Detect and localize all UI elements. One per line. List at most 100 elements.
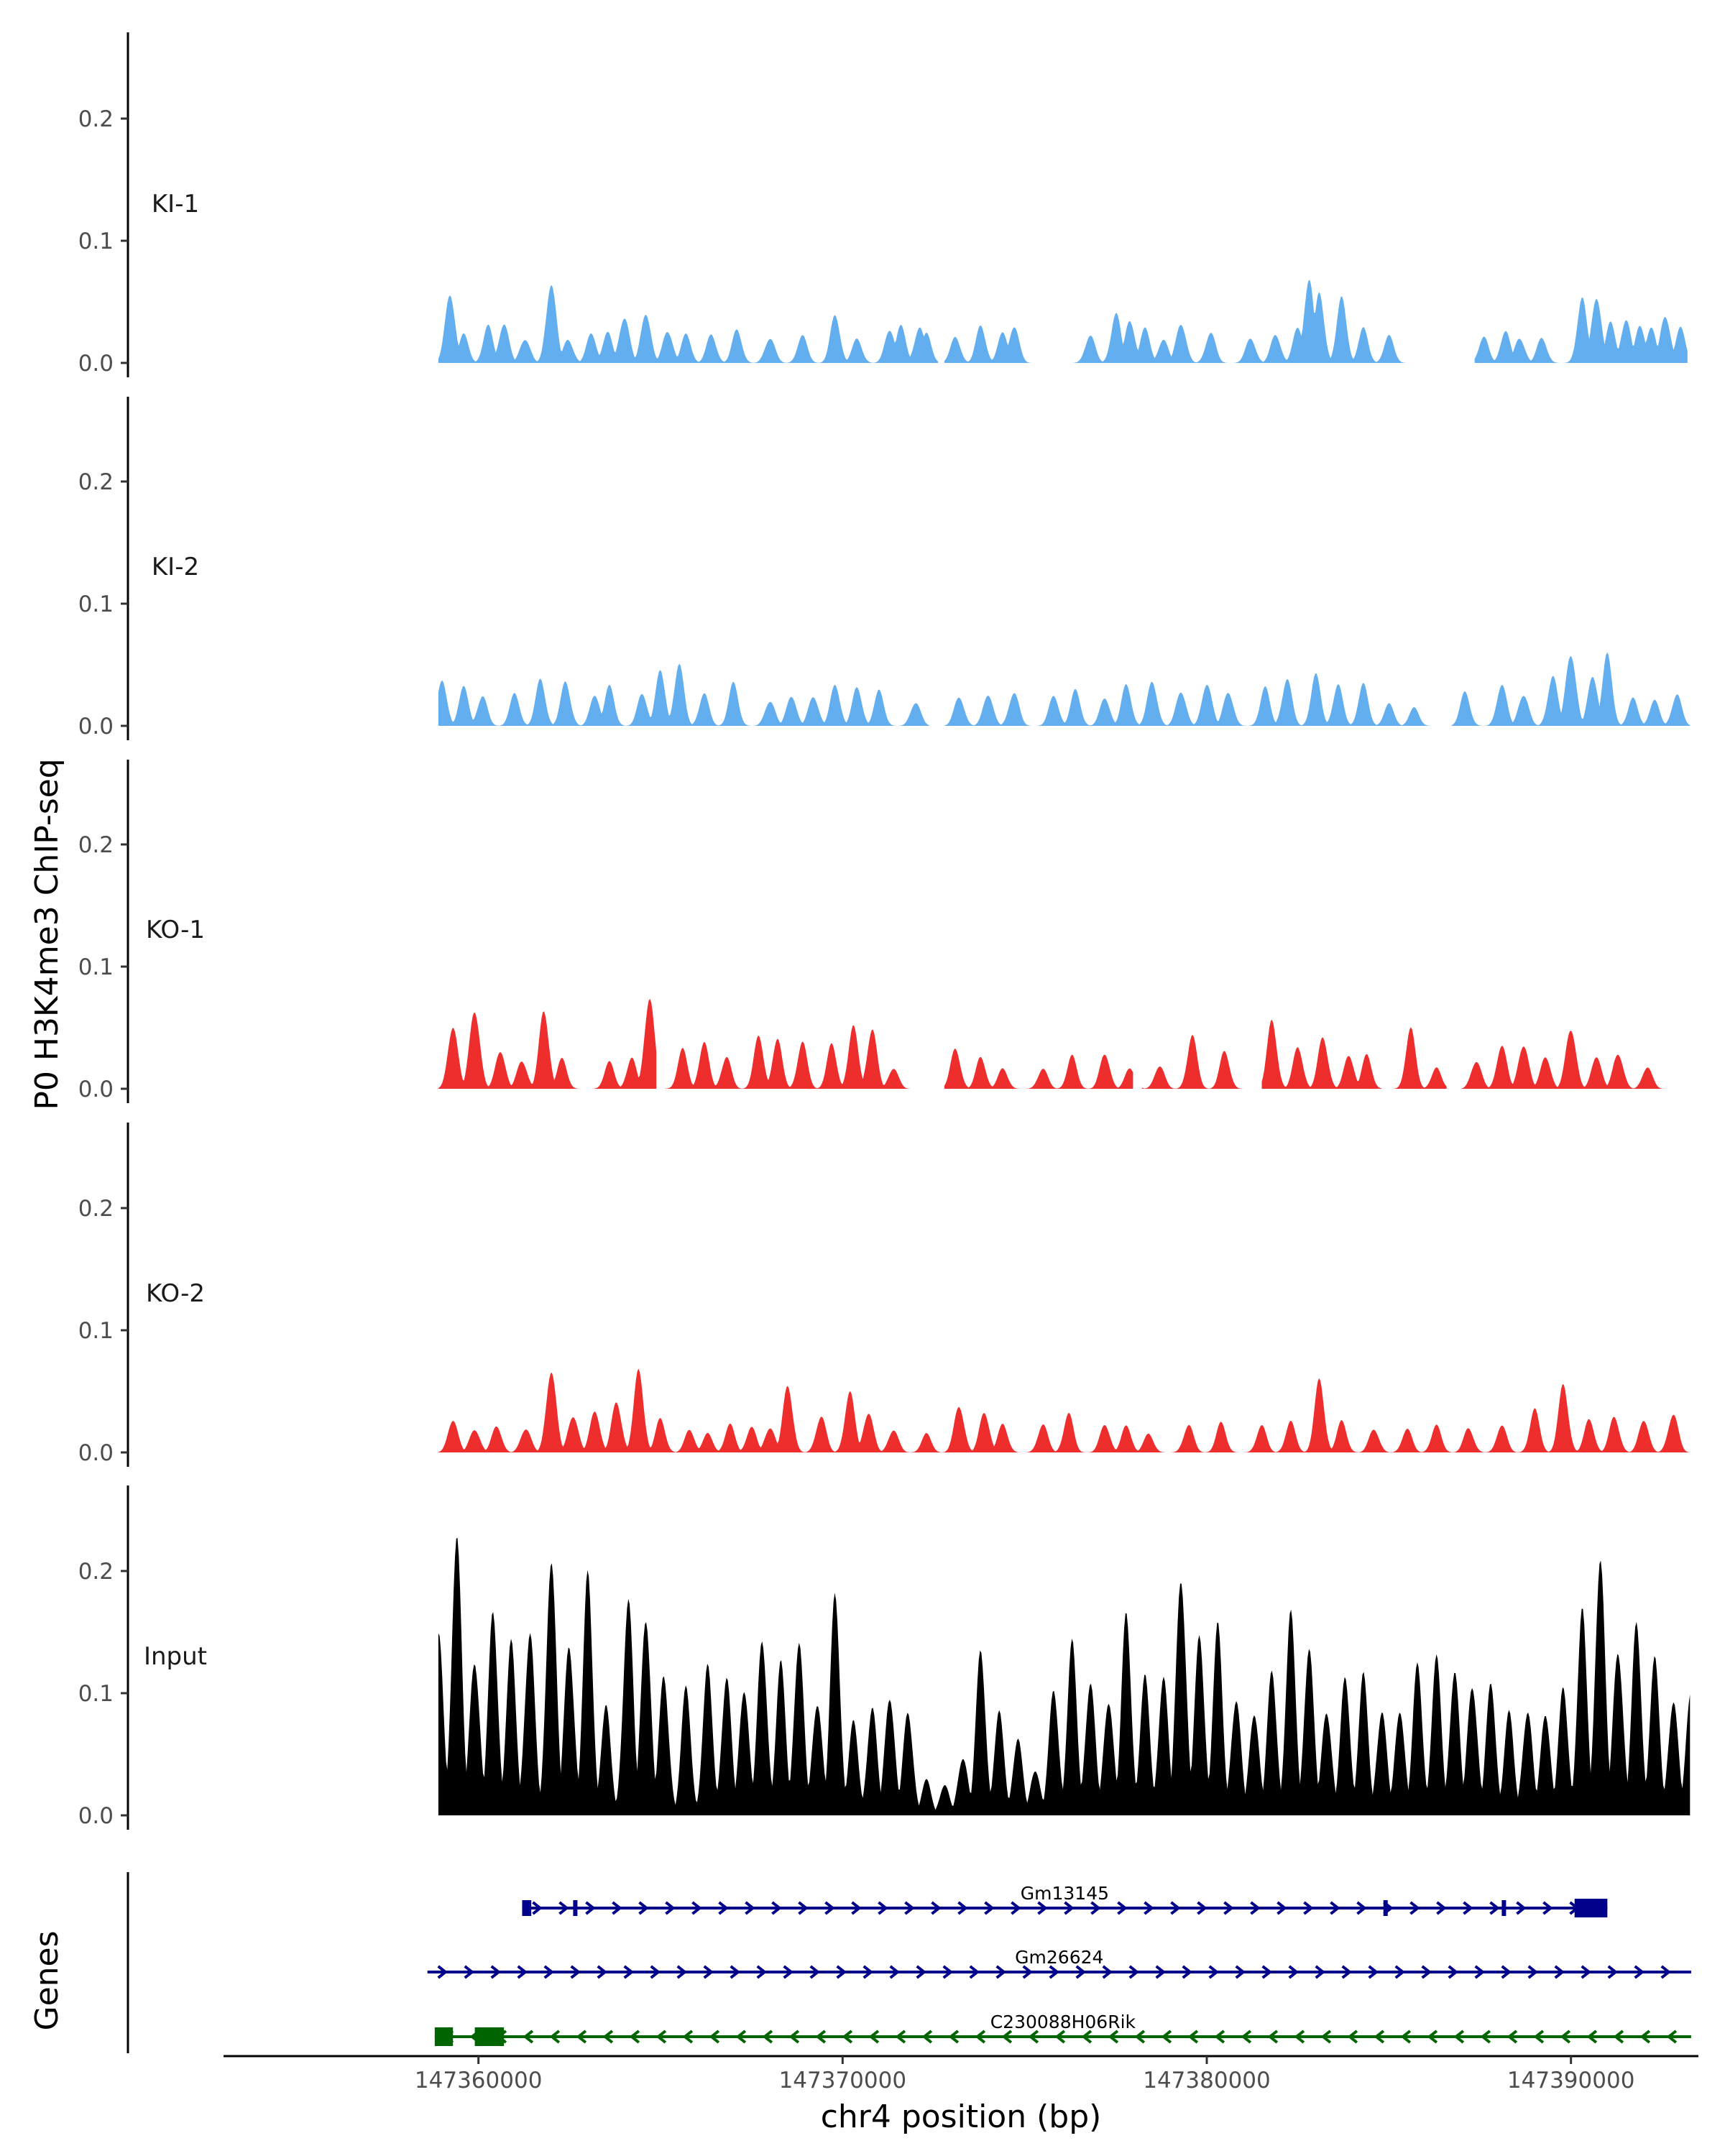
gene-exon [474, 2027, 505, 2046]
strand-arrow-icon [1170, 1901, 1181, 1915]
strand-arrow-icon [1480, 2030, 1491, 2044]
y-tick-label: 0.0 [78, 714, 114, 740]
strand-arrow-icon [1054, 2030, 1066, 2044]
strand-arrow-icon [1453, 2030, 1465, 2044]
strand-arrow-icon [783, 1965, 794, 1979]
signal-area-ki-2 [1451, 652, 1690, 726]
strand-arrow-icon [1144, 1901, 1154, 1915]
strand-arrow-icon [1448, 1965, 1458, 1979]
strand-arrow-icon [1320, 2030, 1332, 2044]
strand-arrow-icon [597, 1965, 607, 1979]
y-tick-label: 0.1 [78, 1318, 114, 1344]
strand-arrow-icon [629, 2030, 640, 2044]
strand-arrow-icon [1090, 1901, 1101, 1915]
strand-arrow-icon [576, 2030, 587, 2044]
strand-arrow-icon [1501, 1965, 1512, 1979]
strand-arrow-icon [756, 1965, 767, 1979]
strand-arrow-icon [1182, 1965, 1192, 1979]
strand-arrow-icon [1075, 1965, 1086, 1979]
gene-label: C230088H06Rik [990, 2012, 1136, 2032]
strand-arrow-icon [931, 1901, 942, 1915]
gene-exon [1383, 1900, 1388, 1916]
track-label: KI-2 [152, 553, 199, 581]
strand-arrow-icon [1064, 1901, 1075, 1915]
strand-arrow-icon [842, 2030, 853, 2044]
strand-arrow-icon [1028, 2030, 1039, 2044]
strand-arrow-icon [1436, 1901, 1447, 1915]
strand-arrow-icon [1155, 1965, 1166, 1979]
strand-arrow-icon [1347, 2030, 1358, 2044]
strand-arrow-icon [623, 1965, 634, 1979]
strand-arrow-icon [464, 1965, 474, 1979]
strand-arrow-icon [1315, 1965, 1325, 1979]
strand-arrow-icon [1586, 2030, 1598, 2044]
strand-arrow-icon [798, 1901, 809, 1915]
strand-arrow-icon [942, 1965, 953, 1979]
y-tick-label: 0.1 [78, 954, 114, 980]
strand-arrow-icon [558, 1901, 569, 1915]
strand-arrow-icon [1117, 1901, 1128, 1915]
strand-arrow-icon [1134, 2030, 1146, 2044]
strand-arrow-icon [851, 1901, 862, 1915]
strand-arrow-icon [862, 1965, 873, 1979]
strand-arrow-icon [1330, 1901, 1340, 1915]
gene-c230088h06rik: C230088H06Rik [434, 2012, 1691, 2046]
strand-arrow-icon [1102, 1965, 1113, 1979]
signal-area-ki-2 [438, 663, 929, 726]
strand-arrow-icon [665, 1901, 676, 1915]
gene-gm13145: Gm13145 [522, 1883, 1608, 1917]
gene-exon [573, 1900, 578, 1916]
gene-exon [1574, 1899, 1608, 1917]
strand-arrow-icon [437, 1965, 448, 1979]
strand-arrow-icon [691, 1901, 702, 1915]
strand-arrow-icon [1489, 1901, 1500, 1915]
strand-arrow-icon [730, 1965, 740, 1979]
strand-arrow-icon [585, 1901, 596, 1915]
gene-exon [522, 1900, 532, 1916]
track-label: KI-1 [152, 190, 199, 218]
signal-area-ki-1 [944, 325, 1040, 363]
gene-gm26624: Gm26624 [427, 1947, 1691, 1979]
strand-arrow-icon [1394, 1965, 1405, 1979]
strand-arrow-icon [490, 1965, 501, 1979]
strand-arrow-icon [1037, 1901, 1048, 1915]
y-tick-label: 0.2 [78, 832, 114, 858]
strand-arrow-icon [836, 1965, 847, 1979]
strand-arrow-icon [1542, 1901, 1553, 1915]
strand-arrow-icon [984, 1901, 995, 1915]
y-tick-label: 0.2 [78, 1196, 114, 1222]
strand-arrow-icon [762, 2030, 773, 2044]
y-tick-label: 0.2 [78, 1559, 114, 1585]
strand-arrow-icon [650, 1965, 661, 1979]
x-tick-label: 147390000 [1507, 2068, 1635, 2093]
strand-arrow-icon [703, 1965, 714, 1979]
signal-area-ko-1 [438, 1011, 584, 1089]
strand-arrow-icon [895, 2030, 906, 2044]
strand-arrow-icon [1294, 2030, 1305, 2044]
strand-arrow-icon [1303, 1901, 1314, 1915]
strand-arrow-icon [1427, 2030, 1438, 2044]
strand-arrow-icon [948, 2030, 960, 2044]
track-ki-1: 0.0 0.1 0.2 KI-1 [78, 32, 1688, 377]
gene-label: Gm26624 [1015, 1947, 1103, 1968]
strand-arrow-icon [975, 2030, 986, 2044]
strand-arrow-icon [718, 1901, 729, 1915]
track-label: KO-1 [146, 916, 205, 944]
signal-area-ki-2 [944, 673, 1447, 726]
track-ko-1: 0.0 0.1 0.2 KO-1 [78, 760, 1690, 1103]
gene-label: Gm13145 [1021, 1883, 1109, 1904]
strand-arrow-icon [523, 2030, 534, 2044]
strand-arrow-icon [1250, 1901, 1261, 1915]
strand-arrow-icon [1506, 2030, 1518, 2044]
strand-arrow-icon [1022, 1965, 1033, 1979]
strand-arrow-icon [1368, 1965, 1379, 1979]
strand-arrow-icon [1634, 1965, 1644, 1979]
strand-arrow-icon [638, 1901, 649, 1915]
signal-area-ko-1 [1393, 1027, 1447, 1089]
strand-arrow-icon [1223, 1901, 1234, 1915]
signal-area-ki-1 [1474, 298, 1688, 363]
strand-arrow-icon [1613, 2030, 1624, 2044]
strand-arrow-icon [1581, 1965, 1591, 1979]
strand-arrow-icon [1639, 2030, 1651, 2044]
